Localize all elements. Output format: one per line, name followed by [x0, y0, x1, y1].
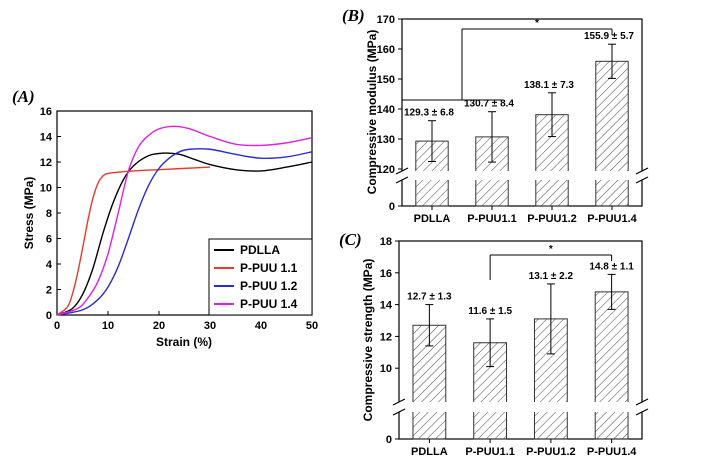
axis-break-mark — [395, 176, 409, 184]
legend-entry: P-PUU 1.2 — [240, 279, 298, 293]
x-tick-label: 50 — [306, 320, 318, 332]
data-label: 13.1 ± 2.2 — [529, 271, 574, 282]
x-tick-label: P-PUU1.2 — [527, 213, 577, 225]
axis-break-mark — [392, 398, 406, 406]
panel-b-y-axis-title: Compressive modulus (MPa) — [365, 30, 379, 195]
legend-entry: P-PUU 1.4 — [240, 297, 298, 311]
y-tick-label: 12 — [380, 331, 392, 343]
legend-entry: PDLLA — [240, 243, 280, 257]
x-tick-label: P-PUU1.1 — [465, 446, 515, 458]
axis-break-mark — [392, 408, 406, 416]
x-tick-label: 0 — [54, 320, 60, 332]
y-tick-label: 14 — [40, 132, 53, 144]
panel-a-legend: PDLLA P-PUU 1.1 P-PUU 1.2 P-PUU 1.4 — [208, 238, 313, 316]
x-tick-label: P-PUU1.4 — [587, 446, 637, 458]
y-tick-label: 10 — [380, 363, 392, 375]
panel-c-bar-chart: (C) 0 10 12 14 16 18 PDLLA 12.7 ± 1.3 P-PUU1.1 11… — [339, 230, 649, 458]
y-tick-label: 16 — [40, 106, 52, 118]
axis-break-gap — [393, 402, 648, 412]
axis-break-mark — [395, 167, 409, 175]
x-tick-label: P-PUU1.1 — [467, 213, 517, 225]
x-tick-label: PDLLA — [411, 446, 448, 458]
data-label: 138.1 ± 7.3 — [524, 80, 574, 91]
significance-star: * — [549, 244, 553, 255]
data-label: 130.7 ± 8.4 — [464, 99, 514, 110]
x-tick-label: 20 — [153, 320, 165, 332]
bar-p-puu1.4 — [595, 60, 629, 207]
panel-a-y-axis-title: Stress (MPa) — [22, 177, 36, 250]
y-tick-label: 14 — [380, 300, 393, 312]
axis-break-mark — [635, 167, 649, 175]
panel-b-frame — [401, 18, 643, 207]
y-tick-label: 160 — [377, 44, 395, 56]
x-tick-label: 10 — [102, 320, 114, 332]
x-tick-label: 40 — [255, 320, 267, 332]
legend-entry: P-PUU 1.1 — [240, 261, 298, 275]
y-tick-label: 130 — [377, 134, 395, 146]
axis-break-mark — [635, 408, 649, 416]
y-tick-label: 0 — [389, 201, 395, 213]
y-tick-label: 140 — [377, 104, 395, 116]
data-label: 155.9 ± 5.7 — [584, 31, 634, 42]
y-tick-label: 0 — [46, 310, 52, 322]
y-tick-label: 2 — [46, 285, 52, 297]
y-tick-label: 8 — [46, 208, 52, 220]
x-tick-label: PDLLA — [414, 213, 451, 225]
y-tick-label: 10 — [40, 183, 52, 195]
y-tick-label: 150 — [377, 74, 395, 86]
series-line-p-puu-1-4 — [56, 125, 313, 316]
data-label: 14.8 ± 1.1 — [589, 261, 634, 272]
y-tick-label: 18 — [380, 236, 392, 248]
axis-break-gap — [396, 171, 648, 180]
panel-b-bar-chart: (B) 0 120 130 140 150 160 170 PDLLA 129.3 ± 6.8 P… — [342, 6, 649, 225]
significance-star: * — [535, 18, 539, 29]
y-tick-label: 120 — [377, 164, 395, 176]
y-tick-label: 0 — [386, 434, 392, 446]
series-line-p-puu-1-1 — [56, 166, 211, 316]
data-label: 129.3 ± 6.8 — [404, 108, 454, 119]
x-tick-label: P-PUU1.4 — [587, 213, 637, 225]
data-label: 11.6 ± 1.5 — [468, 306, 512, 317]
panel-c-frame — [398, 240, 643, 440]
x-tick-label: 30 — [204, 320, 216, 332]
y-tick-label: 12 — [40, 157, 52, 169]
series-line-pdlla — [56, 152, 313, 316]
panel-a-label: (A) — [12, 87, 35, 106]
panel-b-label: (B) — [342, 6, 365, 25]
data-label: 12.7 ± 1.3 — [407, 292, 452, 303]
y-tick-label: 6 — [46, 234, 52, 246]
legend-box — [208, 238, 313, 316]
panel-c-label: (C) — [339, 230, 362, 249]
bar-p-puu1.4 — [594, 291, 629, 440]
x-tick-label: P-PUU1.2 — [526, 446, 576, 458]
axis-break-mark — [635, 398, 649, 406]
y-tick-label: 16 — [380, 268, 392, 280]
panel-c-y-axis-title: Compressive strength (MPa) — [361, 259, 375, 422]
panel-a-x-axis-title: Strain (%) — [156, 335, 212, 349]
y-tick-label: 4 — [46, 259, 53, 271]
axis-break-mark — [635, 176, 649, 184]
y-tick-label: 170 — [377, 14, 395, 26]
series-line-p-puu-1-2 — [56, 148, 313, 316]
